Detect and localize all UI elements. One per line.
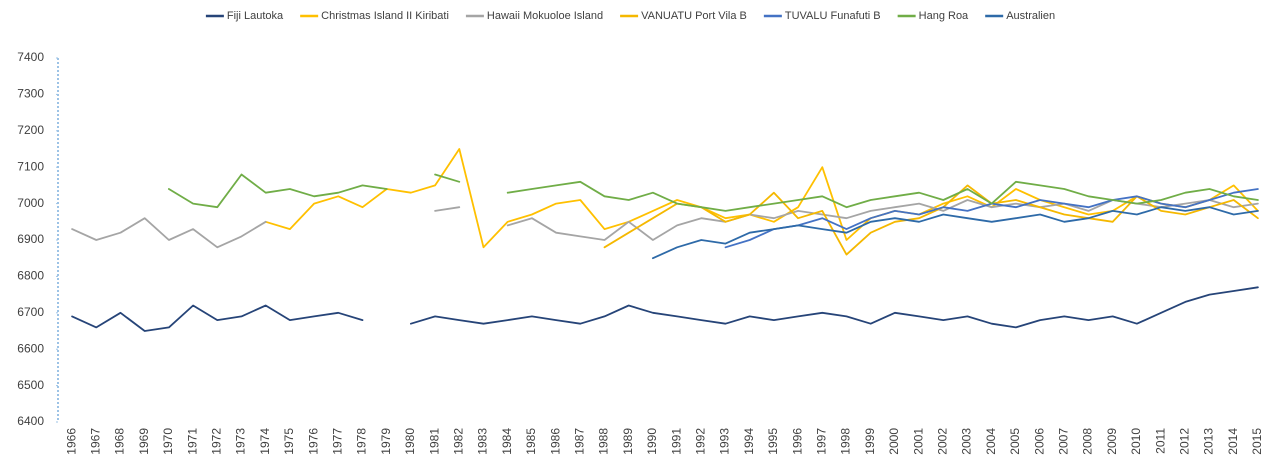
x-tick-label: 2010	[1129, 428, 1143, 455]
series-line	[724, 188, 1259, 249]
y-tick-label: 7300	[17, 87, 44, 101]
x-tick-label: 2013	[1202, 428, 1216, 455]
x-tick-label: 2000	[887, 428, 901, 455]
x-tick-label: 1983	[476, 428, 490, 455]
x-tick-label: 1970	[161, 428, 175, 455]
x-tick-label: 1980	[403, 428, 417, 455]
legend-label: Fiji Lautoka	[227, 10, 284, 22]
x-tick-label: 2001	[911, 428, 925, 455]
series-line	[168, 173, 1259, 212]
legend-label: Australien	[1006, 10, 1055, 22]
series-line	[603, 184, 1259, 256]
x-tick-label: 1974	[258, 428, 272, 455]
x-tick-label: 1988	[597, 428, 611, 455]
x-tick-label: 1972	[209, 428, 223, 455]
x-tick-label: 2003	[960, 428, 974, 455]
y-tick-label: 7000	[17, 196, 44, 210]
y-tick-label: 7400	[17, 50, 44, 64]
x-tick-label: 1981	[427, 428, 441, 455]
legend-label: Christmas Island II Kiribati	[321, 10, 449, 22]
x-tick-label: 2006	[1032, 428, 1046, 455]
x-tick-label: 2008	[1081, 428, 1095, 455]
series-line	[71, 286, 1259, 332]
x-tick-label: 1991	[669, 428, 683, 455]
legend-label: Hang Roa	[919, 10, 969, 22]
x-tick-label: 1999	[863, 428, 877, 455]
x-tick-label: 1990	[645, 428, 659, 455]
x-tick-label: 2009	[1105, 428, 1119, 455]
series-line	[71, 199, 1259, 249]
x-tick-label: 1985	[524, 428, 538, 455]
x-tick-label: 1989	[621, 428, 635, 455]
y-tick-label: 6900	[17, 232, 44, 246]
x-tick-label: 2015	[1250, 428, 1264, 455]
y-tick-label: 7100	[17, 159, 44, 173]
x-tick-label: 1967	[88, 428, 102, 455]
x-tick-label: 1984	[500, 428, 514, 455]
x-tick-label: 1968	[113, 428, 127, 455]
x-tick-label: 1966	[64, 428, 78, 455]
x-tick-label: 1969	[137, 428, 151, 455]
series-line	[652, 206, 1259, 260]
x-tick-label: 1979	[379, 428, 393, 455]
x-tick-label: 2007	[1056, 428, 1070, 455]
y-tick-label: 6500	[17, 378, 44, 392]
x-tick-label: 1998	[839, 428, 853, 455]
x-tick-label: 2002	[935, 428, 949, 455]
x-tick-label: 1995	[766, 428, 780, 455]
y-tick-label: 6400	[17, 414, 44, 428]
x-tick-label: 2014	[1226, 428, 1240, 455]
x-tick-label: 2004	[984, 428, 998, 455]
x-tick-label: 1978	[355, 428, 369, 455]
series-line	[264, 148, 1259, 249]
x-tick-label: 1975	[282, 428, 296, 455]
x-tick-label: 2005	[1008, 428, 1022, 455]
y-tick-label: 6600	[17, 341, 44, 355]
x-tick-label: 1987	[572, 428, 586, 455]
legend-label: TUVALU Funafuti B	[785, 10, 881, 22]
x-tick-label: 1977	[330, 428, 344, 455]
x-tick-label: 1992	[693, 428, 707, 455]
x-tick-label: 1994	[742, 428, 756, 455]
y-tick-label: 6800	[17, 269, 44, 283]
x-tick-label: 1986	[548, 428, 562, 455]
y-tick-label: 7200	[17, 123, 44, 137]
x-tick-label: 1976	[306, 428, 320, 455]
x-tick-label: 1973	[234, 428, 248, 455]
x-tick-label: 1971	[185, 428, 199, 455]
x-tick-label: 2011	[1153, 428, 1167, 454]
y-tick-label: 6700	[17, 305, 44, 319]
legend-label: VANUATU Port Vila B	[641, 10, 747, 22]
x-tick-label: 1982	[451, 428, 465, 455]
legend-label: Hawaii Mokuoloe Island	[487, 10, 603, 22]
x-tick-label: 1993	[718, 428, 732, 455]
x-tick-label: 2012	[1177, 428, 1191, 455]
x-tick-label: 1996	[790, 428, 804, 455]
x-tick-label: 1997	[814, 428, 828, 455]
